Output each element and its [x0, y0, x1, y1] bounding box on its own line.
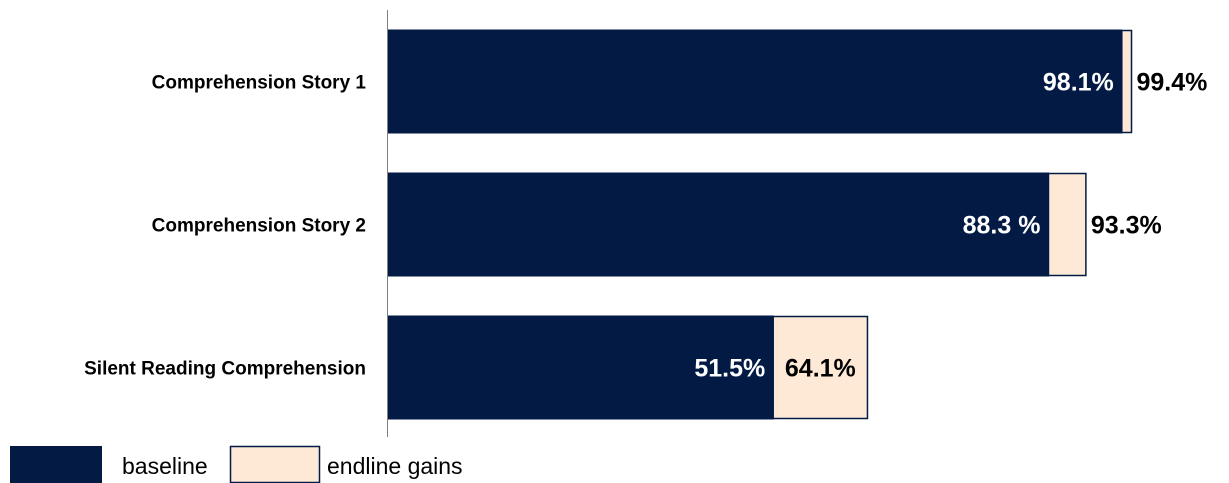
legend-swatch-baseline	[10, 446, 102, 483]
bars-group	[387, 29, 1133, 420]
category-label-comprehension-story-2: Comprehension Story 2	[152, 216, 366, 237]
value-label-endline-comprehension-story-1: 99.4%	[1137, 69, 1208, 97]
value-label-baseline-comprehension-story-1: 98.1%	[1043, 69, 1114, 97]
value-label-baseline-silent-reading-comprehension: 51.5%	[694, 355, 765, 383]
bar-baseline-comprehension-story-1	[387, 29, 1123, 134]
bar-endline-gains-comprehension-story-1	[1121, 29, 1133, 134]
category-label-silent-reading-comprehension: Silent Reading Comprehension	[84, 359, 366, 380]
value-labels-group: 98.1% 99.4% 88.3 % 93.3% 51.5% 64.1%	[694, 69, 1207, 383]
legend-swatch-endline-gains	[229, 445, 321, 483]
value-label-baseline-comprehension-story-2: 88.3 %	[963, 212, 1041, 240]
value-label-endline-silent-reading-comprehension: 64.1%	[785, 355, 856, 383]
bar-baseline-comprehension-story-2	[387, 172, 1049, 277]
legend: baseline endline gains	[10, 445, 463, 483]
bar-baseline-silent-reading-comprehension	[387, 315, 774, 420]
category-labels-group: Comprehension Story 1 Comprehension Story…	[84, 73, 366, 380]
category-label-comprehension-story-1: Comprehension Story 1	[152, 73, 367, 94]
bar-endline-gains-comprehension-story-2	[1047, 172, 1087, 277]
legend-label-baseline: baseline	[122, 453, 208, 479]
legend-label-endline-gains: endline gains	[327, 453, 463, 479]
value-label-endline-comprehension-story-2: 93.3%	[1091, 212, 1162, 240]
bar-endline-gains-silent-reading-comprehension	[772, 315, 869, 420]
